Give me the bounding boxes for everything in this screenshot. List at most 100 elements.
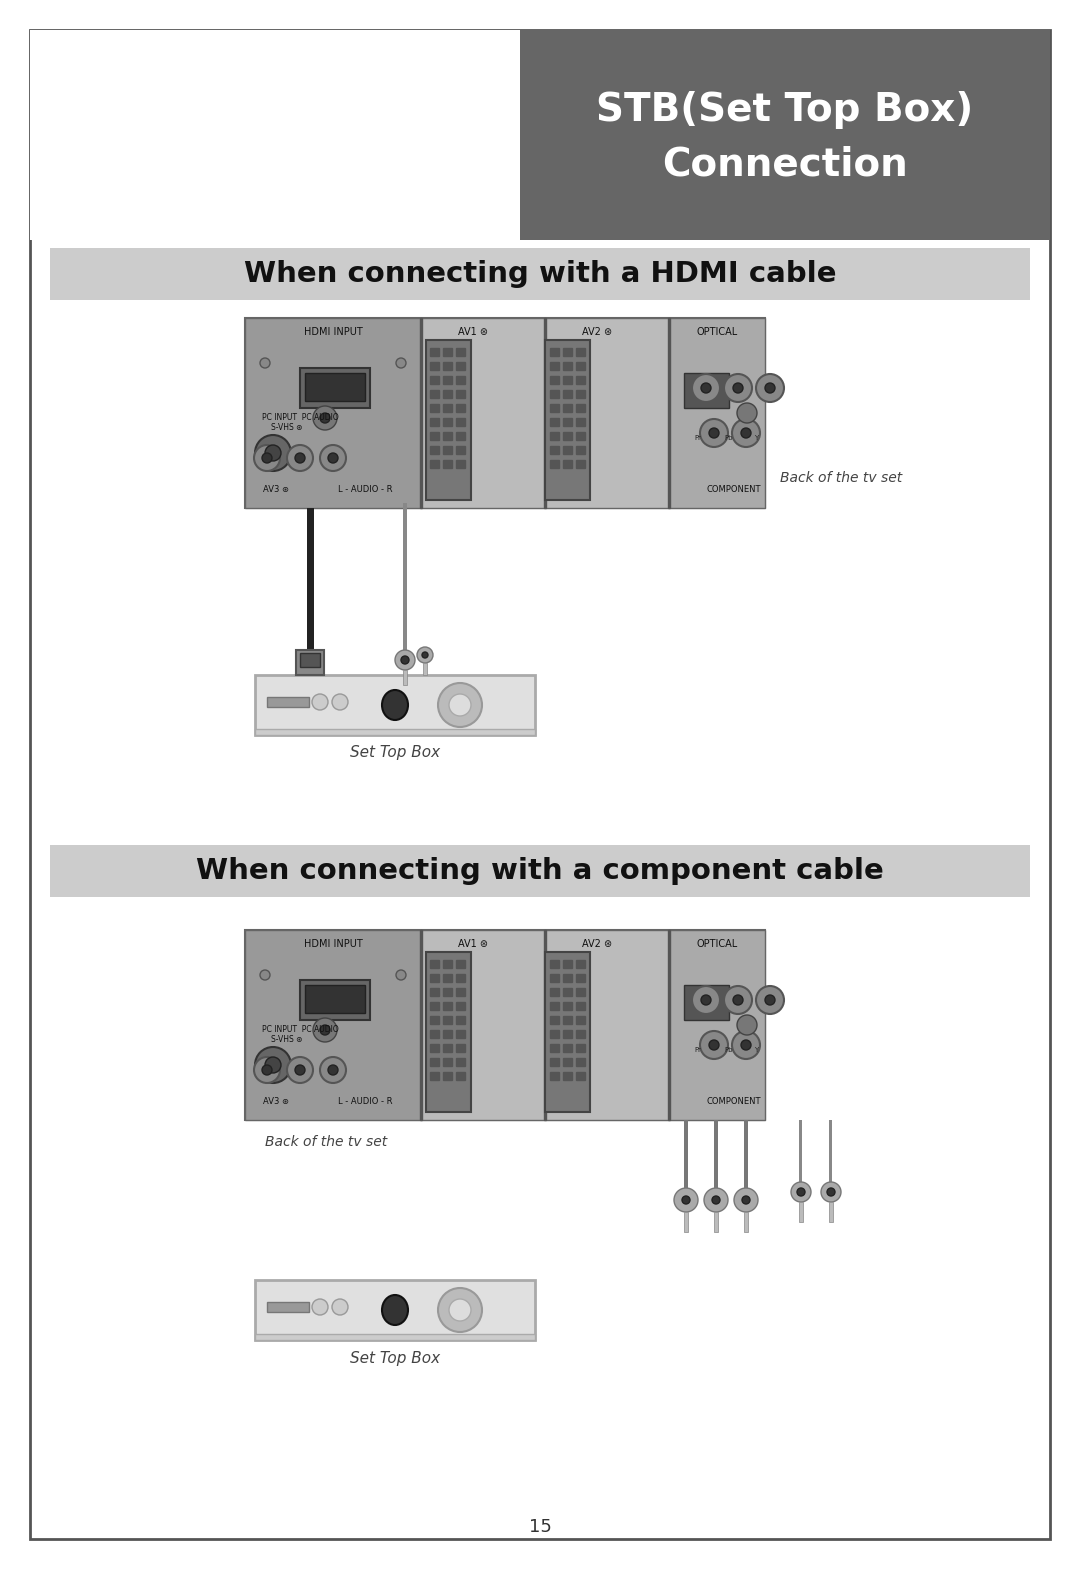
Bar	[300, 369, 370, 408]
Bar	[563, 348, 572, 356]
Circle shape	[756, 985, 784, 1014]
Bar	[443, 960, 453, 968]
Circle shape	[681, 1196, 690, 1203]
Bar	[430, 362, 438, 370]
Bar	[684, 1120, 688, 1200]
Bar	[456, 960, 465, 968]
Bar	[563, 417, 572, 427]
Bar	[423, 664, 427, 675]
Bar	[456, 1072, 465, 1079]
Bar	[576, 1029, 585, 1039]
Bar	[430, 1017, 438, 1025]
Bar	[443, 377, 453, 384]
Bar	[576, 431, 585, 439]
Text: Pb: Pb	[724, 435, 732, 441]
Bar	[563, 988, 572, 996]
Circle shape	[797, 1188, 805, 1196]
Bar	[669, 319, 765, 508]
Bar	[305, 985, 365, 1014]
Circle shape	[265, 1058, 281, 1073]
Ellipse shape	[382, 690, 408, 720]
Bar	[519, 30, 1050, 240]
Circle shape	[741, 1040, 751, 1050]
Bar	[430, 460, 438, 468]
Bar	[550, 1017, 559, 1025]
Bar	[456, 974, 465, 982]
Bar	[430, 431, 438, 439]
Bar	[669, 930, 670, 1120]
Bar	[456, 1017, 465, 1025]
Bar	[456, 988, 465, 996]
Bar	[267, 1302, 309, 1312]
Bar	[456, 460, 465, 468]
Bar	[550, 1058, 559, 1065]
Bar	[550, 446, 559, 453]
Bar	[576, 974, 585, 982]
Bar	[576, 417, 585, 427]
Bar	[245, 319, 765, 508]
Bar	[563, 403, 572, 413]
Bar	[550, 1003, 559, 1010]
Circle shape	[724, 373, 752, 402]
Bar	[744, 1211, 748, 1232]
Bar	[576, 960, 585, 968]
Text: AV3 ⊛: AV3 ⊛	[264, 485, 289, 494]
Bar	[576, 460, 585, 468]
Bar	[443, 362, 453, 370]
Bar	[421, 930, 669, 1120]
Bar	[420, 319, 422, 508]
Text: Set Top Box: Set Top Box	[350, 1351, 440, 1365]
Circle shape	[287, 1058, 313, 1083]
Bar	[430, 1058, 438, 1065]
Bar	[576, 1072, 585, 1079]
Circle shape	[313, 406, 337, 430]
Bar	[563, 377, 572, 384]
Circle shape	[260, 970, 270, 981]
Bar	[245, 930, 421, 1120]
Bar	[563, 974, 572, 982]
Circle shape	[692, 373, 720, 402]
Bar	[550, 348, 559, 356]
Circle shape	[701, 995, 711, 1006]
Bar	[799, 1120, 802, 1200]
Circle shape	[295, 453, 305, 463]
Bar	[456, 403, 465, 413]
Circle shape	[328, 1065, 338, 1075]
Text: Y: Y	[754, 435, 758, 441]
Bar	[576, 391, 585, 399]
Bar	[430, 446, 438, 453]
Bar	[545, 952, 590, 1112]
Bar	[550, 1043, 559, 1051]
Bar	[456, 1029, 465, 1039]
Bar	[296, 650, 324, 675]
Circle shape	[756, 373, 784, 402]
Bar	[430, 1003, 438, 1010]
Bar	[300, 653, 320, 667]
Circle shape	[401, 656, 409, 664]
Bar	[563, 960, 572, 968]
Bar	[430, 974, 438, 982]
Circle shape	[287, 446, 313, 471]
Bar	[430, 988, 438, 996]
Bar	[50, 846, 1030, 897]
Bar	[443, 417, 453, 427]
Text: PC INPUT  PC AUDIO: PC INPUT PC AUDIO	[261, 1026, 338, 1034]
Circle shape	[255, 435, 291, 471]
Circle shape	[260, 358, 270, 369]
Bar	[550, 988, 559, 996]
Circle shape	[449, 693, 471, 715]
Bar	[245, 319, 421, 508]
Bar	[544, 319, 546, 508]
Bar	[576, 362, 585, 370]
Bar	[744, 1120, 748, 1200]
Bar	[550, 417, 559, 427]
Bar	[305, 373, 365, 402]
Circle shape	[732, 419, 760, 447]
Bar	[456, 362, 465, 370]
Bar	[550, 460, 559, 468]
Bar	[443, 974, 453, 982]
Circle shape	[733, 383, 743, 392]
Bar	[563, 1058, 572, 1065]
Bar	[456, 446, 465, 453]
Bar	[430, 1029, 438, 1039]
